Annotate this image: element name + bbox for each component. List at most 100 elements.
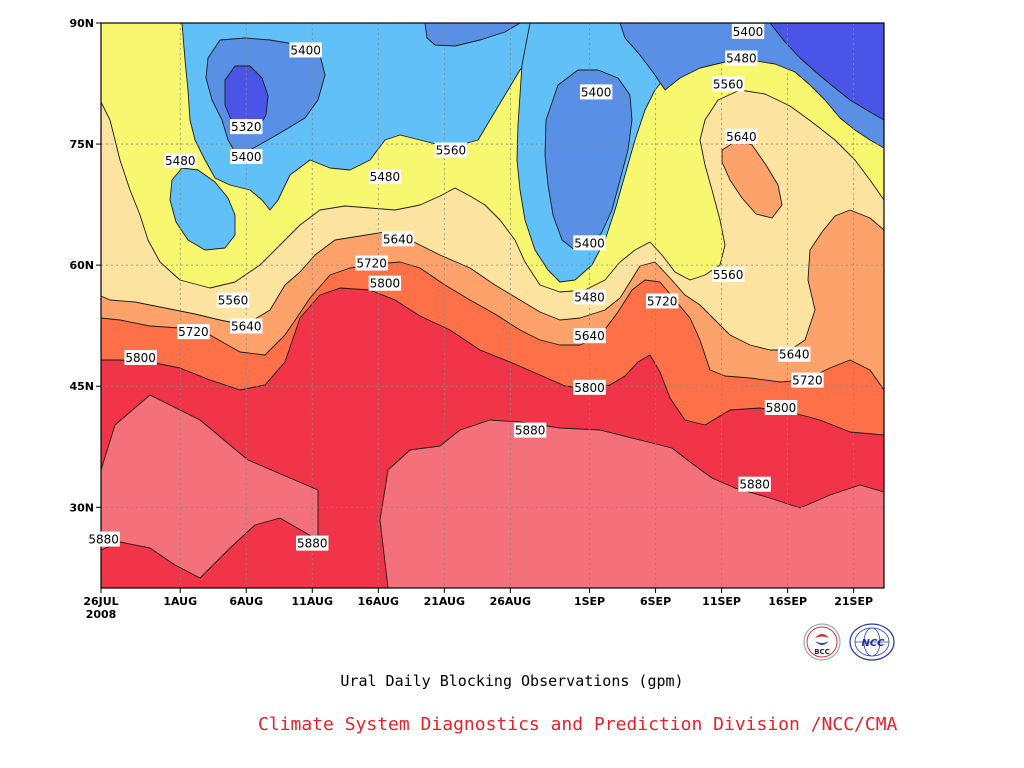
band-5640-5720-island: [721, 139, 783, 219]
contour-label-bg: [230, 318, 263, 334]
band-lt5320-north: [769, 23, 884, 121]
contour-label-bg: [573, 328, 606, 344]
contour-label-text: 5400: [231, 150, 262, 164]
contour-label-text: 5640: [779, 348, 810, 362]
contour-label: 5720: [645, 293, 679, 309]
contour-label-text: 5800: [370, 277, 401, 291]
contour-fills: [101, 23, 884, 588]
contour-label-text: 5640: [574, 329, 605, 343]
contour-label-bg: [764, 400, 798, 416]
contour-label-bg: [711, 266, 745, 282]
contour-label-bg: [230, 148, 263, 164]
x-tick-label: 6SEP: [640, 595, 671, 608]
contour-label: 5640: [381, 231, 415, 247]
contour-label-text: 5720: [178, 325, 209, 339]
contour-label: 5480: [573, 289, 606, 305]
band-5400-5480-island: [169, 167, 236, 251]
contour-label: 5560: [434, 142, 468, 158]
band-5320-5400-center: [544, 69, 633, 251]
contour-label-text: 5880: [739, 478, 770, 492]
contour-label-bg: [573, 235, 606, 251]
x-tick-sublabel: 2008: [86, 608, 117, 621]
x-tick-label: 11AUG: [292, 595, 333, 608]
contour-label-text: 5720: [647, 294, 678, 308]
contour-label-text: 5640: [231, 319, 262, 333]
contour-label-bg: [381, 231, 415, 247]
band-5320-5400-tip: [424, 23, 521, 47]
contour-label: 5400: [230, 148, 263, 164]
contour-label: 5880: [513, 422, 547, 438]
grid-lines: [101, 23, 884, 588]
contour-label-bg: [230, 119, 263, 135]
contour-label: 5400: [573, 235, 606, 251]
contour-label: 5720: [355, 255, 388, 271]
contour-label-text: 5480: [165, 154, 196, 168]
contour-label: 5720: [177, 324, 210, 340]
contour-label-text: 5720: [792, 374, 823, 388]
y-tick-label: 90N: [69, 17, 94, 30]
contour-label-text: 5800: [125, 351, 156, 365]
contour-label: 5560: [711, 76, 745, 92]
contour-label-text: 5880: [297, 537, 328, 551]
contour-label-text: 5480: [370, 170, 401, 184]
contour-label: 5640: [230, 318, 263, 334]
contour-label-bg: [289, 42, 322, 58]
x-tick-label: 16AUG: [358, 595, 399, 608]
contour-label-text: 5400: [581, 85, 612, 99]
contour-label-text: 5560: [713, 268, 744, 282]
logos: BCC NCC: [802, 622, 896, 662]
x-tick-label: 1SEP: [574, 595, 605, 608]
contour-label-bg: [645, 293, 679, 309]
contour-label: 5560: [711, 266, 745, 282]
contour-label-bg: [573, 379, 606, 395]
contour-label-text: 5880: [88, 533, 119, 547]
x-tick-label: 21AUG: [424, 595, 465, 608]
contour-label-bg: [711, 76, 745, 92]
contour-label-text: 5720: [356, 257, 387, 271]
contour-label-text: 5400: [574, 236, 605, 250]
plot-frame: [100, 22, 885, 589]
footer-credit: Climate System Diagnostics and Predictio…: [258, 714, 898, 735]
contour-label-bg: [731, 23, 765, 39]
contour-label-text: 5640: [383, 232, 414, 246]
ncc-logo-icon: NCC: [849, 623, 895, 661]
contour-label-text: 5320: [231, 120, 262, 134]
bcc-logo-icon: BCC: [803, 623, 841, 661]
contour-label-bg: [725, 128, 758, 144]
contour-label-text: 5880: [515, 424, 546, 438]
x-tick-label: 26JUL: [83, 595, 118, 608]
contour-label-text: 5480: [726, 52, 757, 66]
y-tick-label: 75N: [69, 138, 94, 151]
contour-label: 5560: [216, 292, 250, 308]
x-tick-label: 26AUG: [490, 595, 531, 608]
contour-label: 5880: [738, 476, 771, 492]
x-tick-label: 6AUG: [229, 595, 263, 608]
y-tick-label: 45N: [69, 380, 94, 393]
contour-label: 5800: [573, 379, 606, 395]
contour-label-bg: [513, 422, 547, 438]
contour-label-bg: [164, 153, 197, 169]
x-tick-label: 16SEP: [768, 595, 807, 608]
contour-label-bg: [434, 142, 468, 158]
y-tick-label: 60N: [69, 259, 94, 272]
contour-label: 5880: [296, 535, 329, 551]
contour-label-text: 5560: [713, 77, 744, 91]
contour-label: 5400: [579, 84, 613, 100]
contour-label: 5480: [725, 50, 758, 66]
chart-title: Ural Daily Blocking Observations (gpm): [340, 672, 684, 690]
y-axis: 30N 45N 60N 75N 90N: [69, 17, 101, 514]
contour-label: 5480: [368, 169, 402, 185]
contour-label: 5640: [725, 128, 758, 144]
contour-label-bg: [355, 255, 388, 271]
contour-label-text: 5480: [574, 290, 605, 304]
contour-label-bg: [725, 50, 758, 66]
band-5800-5880: [101, 23, 884, 588]
contour-label-text: 5800: [766, 401, 797, 415]
y-tick-label: 30N: [69, 501, 94, 514]
contour-label-bg: [177, 324, 210, 340]
ncc-logo-text: NCC: [861, 638, 885, 649]
contour-label: 5640: [573, 328, 606, 344]
contour-label-text: 5400: [290, 43, 321, 57]
